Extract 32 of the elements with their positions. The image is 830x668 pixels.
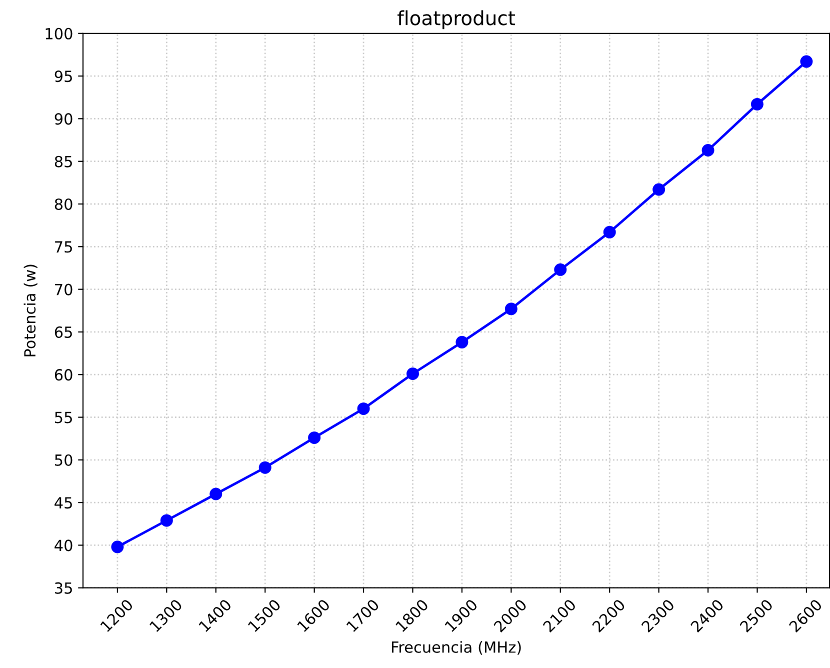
y-tick-label: 90 bbox=[54, 113, 72, 125]
point bbox=[357, 402, 370, 415]
y-tick-label: 45 bbox=[54, 497, 72, 509]
x-axis-title: Frecuencia (MHz) bbox=[392, 641, 521, 655]
y-tick-label: 35 bbox=[55, 582, 72, 594]
y-tick-label: 75 bbox=[55, 241, 72, 253]
point bbox=[406, 367, 419, 380]
chart-title: floatproduct bbox=[398, 10, 516, 30]
y-tick-label: 95 bbox=[54, 70, 72, 82]
point bbox=[258, 461, 272, 474]
point bbox=[160, 514, 173, 527]
point bbox=[750, 98, 764, 110]
y-tick-label: 70 bbox=[55, 284, 72, 296]
y-tick-label: 55 bbox=[55, 412, 72, 424]
point bbox=[554, 263, 567, 276]
point bbox=[652, 183, 666, 196]
y-tick-label: 100 bbox=[46, 28, 72, 40]
y-tick-label: 60 bbox=[54, 369, 72, 381]
point bbox=[603, 226, 616, 238]
y-tick-label: 50 bbox=[55, 454, 72, 466]
y-tick-label: 65 bbox=[54, 326, 72, 338]
y-tick-label: 85 bbox=[54, 156, 72, 168]
y-tick-label: 80 bbox=[54, 198, 72, 210]
point bbox=[504, 302, 518, 316]
point bbox=[800, 55, 813, 68]
point bbox=[456, 336, 468, 348]
point bbox=[702, 144, 714, 157]
point bbox=[308, 431, 321, 444]
point bbox=[210, 488, 222, 500]
y-tick-label: 40 bbox=[54, 540, 72, 552]
y-axis-title: Potencia (w) bbox=[24, 264, 38, 356]
point bbox=[111, 540, 124, 554]
